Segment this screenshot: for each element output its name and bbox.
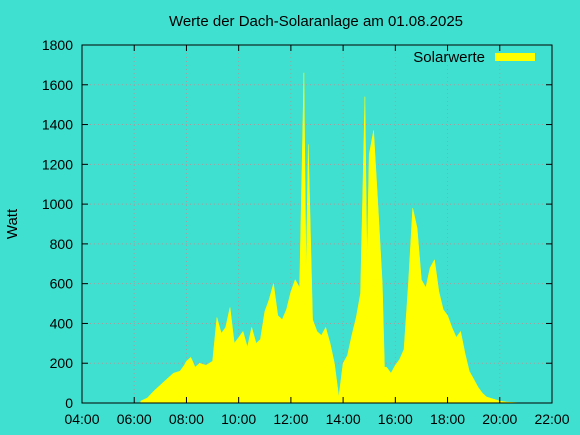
legend-label: Solarwerte (413, 49, 485, 66)
y-tick-label: 200 (50, 355, 74, 371)
y-tick-label: 1800 (42, 37, 73, 53)
legend-swatch (495, 53, 535, 61)
y-tick-label: 800 (50, 236, 74, 252)
x-tick-label: 22:00 (534, 411, 569, 427)
x-tick-label: 12:00 (273, 411, 308, 427)
x-tick-label: 10:00 (221, 411, 256, 427)
x-tick-label: 16:00 (378, 411, 413, 427)
x-tick-label: 20:00 (482, 411, 517, 427)
y-tick-label: 1200 (42, 156, 73, 172)
x-tick-label: 06:00 (117, 411, 152, 427)
x-tick-label: 08:00 (169, 411, 204, 427)
plot-frame (81, 44, 553, 404)
y-tick-label: 400 (50, 315, 74, 331)
x-tick-label: 04:00 (64, 411, 99, 427)
y-tick-label: 600 (50, 276, 74, 292)
y-tick-label: 1000 (42, 196, 73, 212)
y-tick-label: 1600 (42, 77, 73, 93)
x-tick-label: 14:00 (326, 411, 361, 427)
y-axis-label: Watt (4, 208, 21, 239)
y-tick-label: 1400 (42, 117, 73, 133)
x-tick-label: 18:00 (430, 411, 465, 427)
chart-title: Werte der Dach-Solaranlage am 01.08.2025 (169, 13, 463, 30)
y-tick-label: 0 (65, 395, 73, 411)
axis-ticks: 0 200 400 600 800 1000 1200 1400 1600 1800 04:00 06… (42, 37, 570, 427)
series-area-solarwerte (140, 72, 526, 404)
